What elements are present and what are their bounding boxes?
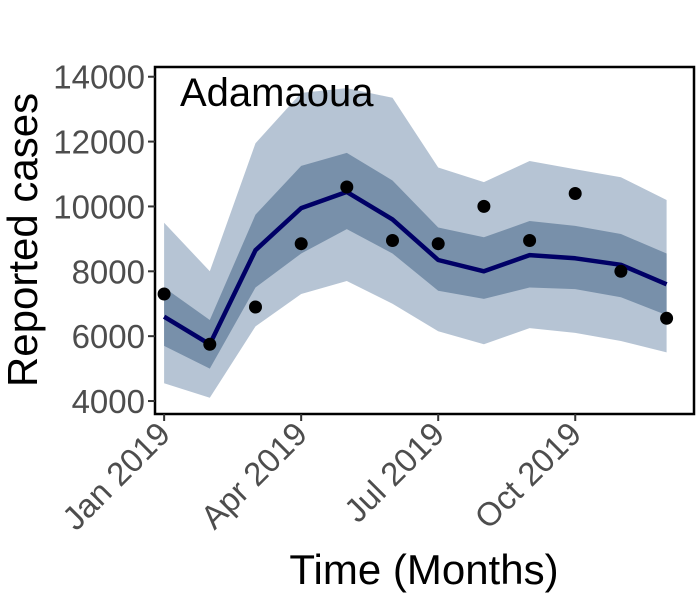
x-axis-title: Time (Months) — [289, 546, 558, 593]
x-tick-label: Oct 2019 — [467, 415, 588, 536]
observed-point — [568, 187, 582, 200]
plot-frame — [153, 65, 696, 416]
uncertainty-bands — [164, 88, 667, 398]
y-tick-label: 8000 — [72, 253, 145, 290]
observed-point — [660, 311, 674, 325]
band-50 — [164, 152, 667, 369]
observed-point — [249, 300, 262, 314]
y-tick-label: 6000 — [72, 318, 145, 355]
y-tick-label: 14000 — [53, 59, 145, 96]
observed-points-layer — [157, 180, 674, 351]
fitted-line — [162, 189, 668, 347]
x-tick-label: Apr 2019 — [193, 415, 314, 536]
x-axis: Jan 2019 Apr 2019 Jul 2019 Oct 2019 — [55, 414, 588, 537]
panel-title: Adamaoua — [180, 71, 374, 115]
y-tick-label: 12000 — [53, 124, 145, 161]
observed-point — [203, 337, 217, 351]
observed-point — [431, 237, 445, 251]
x-tick-label: Jul 2019 — [337, 415, 451, 529]
y-tick-label: 4000 — [72, 383, 145, 420]
y-tick-label: 10000 — [53, 188, 145, 225]
x-tick-label: Jan 2019 — [55, 415, 177, 537]
observed-point — [386, 234, 399, 247]
y-axis-title: Reported cases — [0, 93, 46, 387]
observed-point — [477, 199, 491, 213]
observed-point — [523, 234, 537, 247]
y-axis: 4000 6000 8000 10000 12000 14000 — [53, 59, 155, 420]
observed-point — [340, 180, 354, 194]
fitted-line-layer — [162, 189, 668, 347]
observed-point — [294, 237, 308, 251]
observed-point — [157, 287, 171, 301]
observed-point — [614, 264, 628, 278]
